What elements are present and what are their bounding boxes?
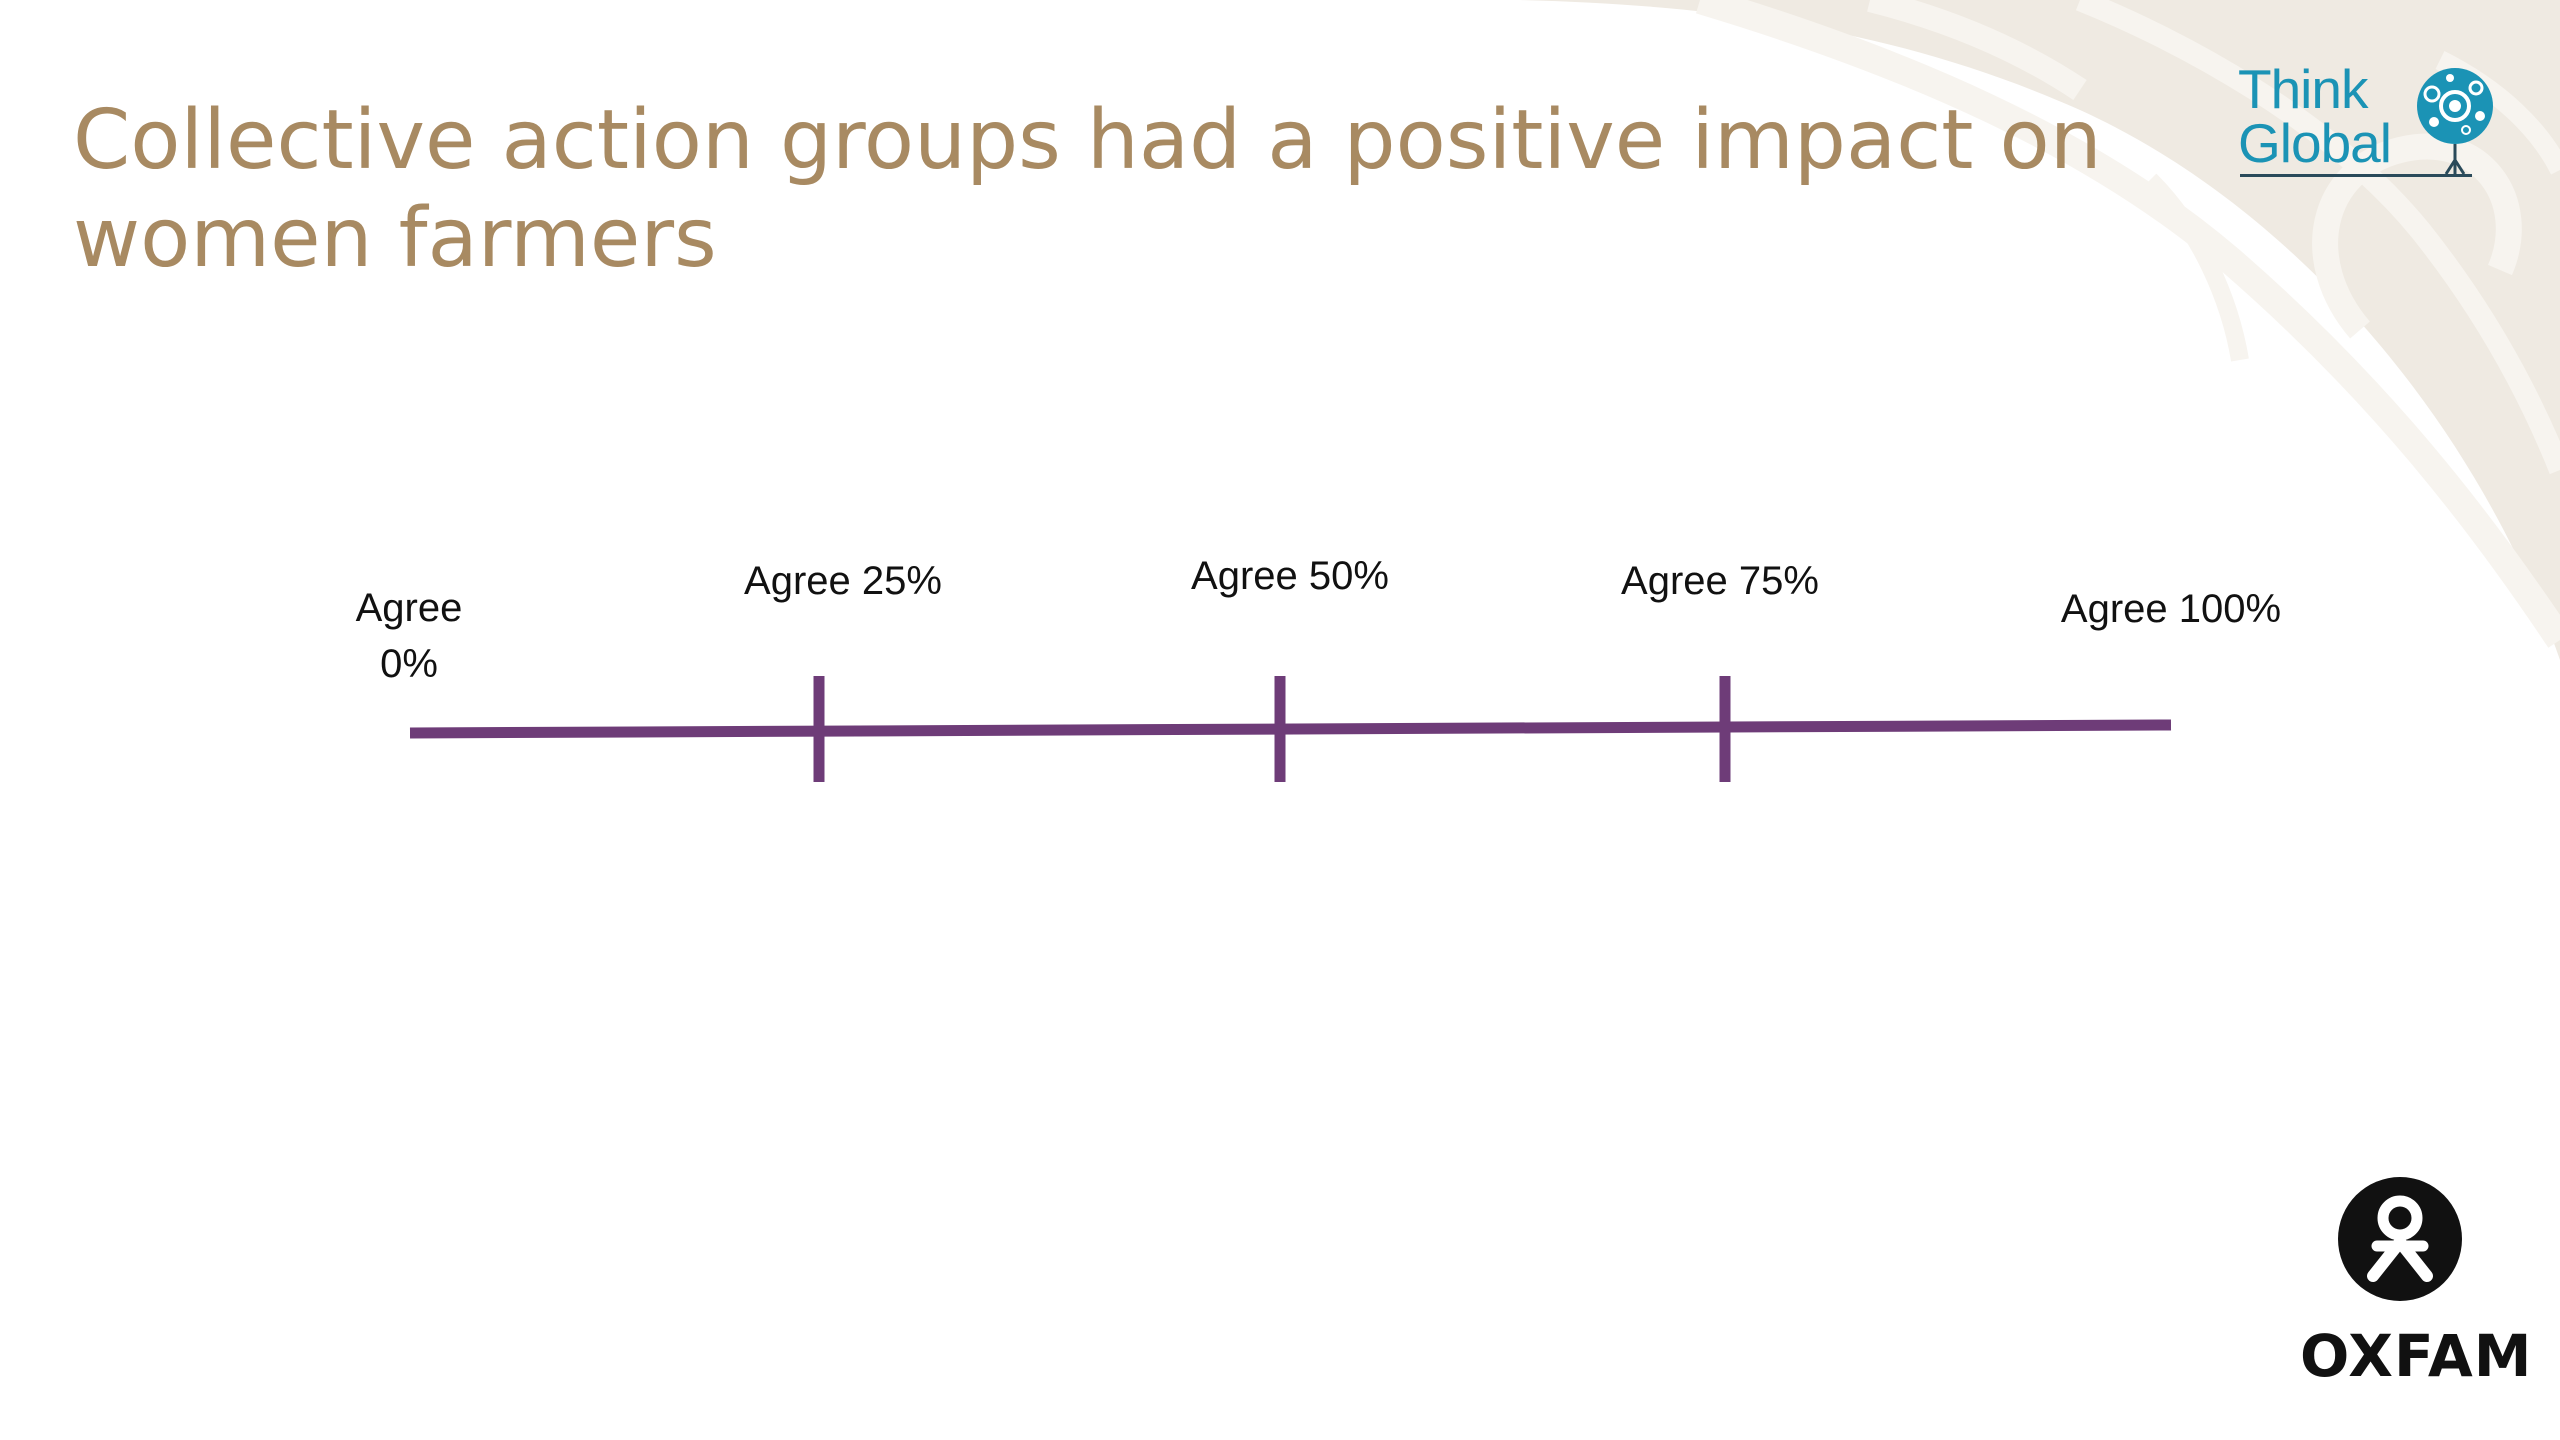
globe-tree-icon	[2417, 68, 2493, 176]
think-global-wordmark: Think Global	[2238, 58, 2392, 174]
slide-title-line-1: Collective action groups had a positive …	[73, 93, 2102, 188]
think-global-line-1: Think	[2238, 58, 2368, 120]
swirl-stroke-2	[2075, 0, 2560, 475]
oxfam-logo: OXFAM	[2300, 1176, 2533, 1396]
scale-label-0-line-2: 0%	[380, 642, 438, 686]
scale-label-50: Agree 50%	[1191, 554, 1389, 598]
beige-swirl-area	[1520, 0, 2560, 660]
scale-line	[409, 719, 2172, 739]
think-global-logo: Think Global	[2230, 62, 2500, 182]
oxfam-wordmark: OXFAM	[2300, 1322, 2533, 1390]
think-global-line-2: Global	[2238, 112, 2392, 174]
swirl-stroke-4	[1867, 0, 2087, 100]
swirl-stroke-1	[1695, 0, 2560, 648]
scale-label-75: Agree 75%	[1621, 559, 1819, 603]
think-global-underline	[2240, 174, 2472, 177]
swirl-stroke-3	[2312, 133, 2522, 339]
slide-title-line-2: women farmers	[73, 191, 717, 286]
swirl-stroke-6	[2143, 173, 2249, 362]
scale-label-0: Agree 0%	[356, 580, 463, 692]
scale-label-0-line-1: Agree	[355, 586, 463, 630]
oxfam-person-icon	[2338, 1177, 2462, 1301]
scale-label-25: Agree 25%	[744, 559, 942, 603]
scale-label-100: Agree 100%	[2060, 587, 2282, 631]
slide-title: Collective action groups had a positive …	[73, 92, 2102, 288]
